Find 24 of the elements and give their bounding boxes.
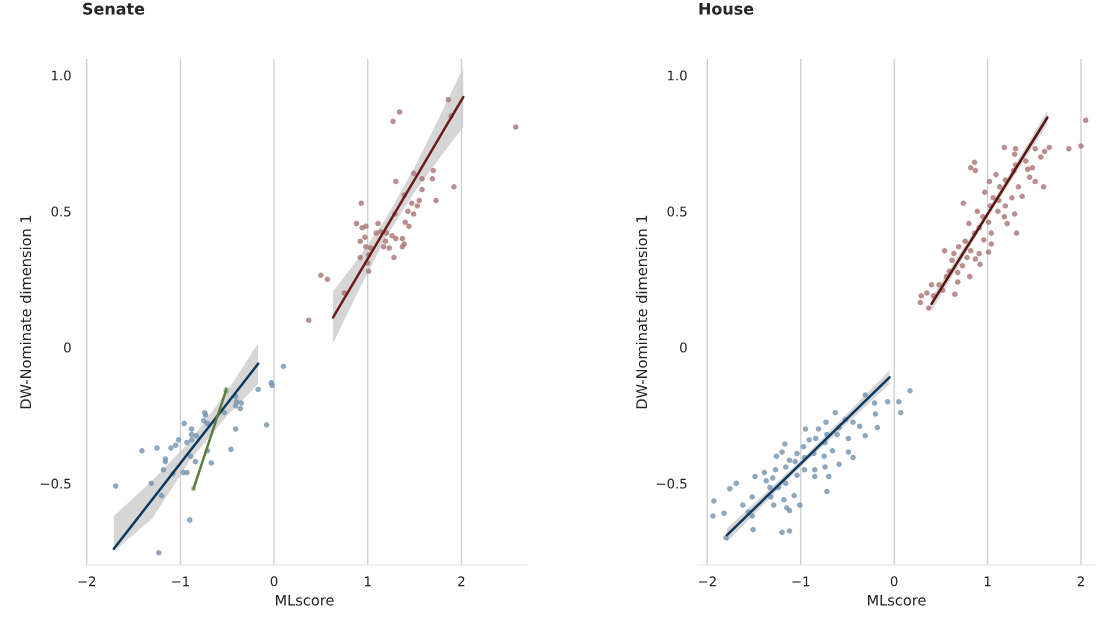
x-tick-label: 2 — [1077, 576, 1084, 587]
y-tick-label: 0 — [680, 342, 687, 353]
x-tick-label: −1 — [792, 576, 810, 587]
x-tick-label: −2 — [699, 576, 716, 587]
chart-title: Senate — [83, 2, 145, 15]
y-tick-label: 0 — [64, 342, 71, 353]
x-tick-label: 0 — [890, 576, 898, 587]
y-tick-label: −0.5 — [656, 478, 687, 489]
y-tick-label: 0.5 — [667, 206, 687, 217]
x-tick-label: −1 — [172, 576, 189, 587]
y-tick-label: −0.5 — [40, 478, 71, 489]
x-tick-label: 0 — [270, 576, 278, 587]
x-tick-label: 2 — [458, 576, 465, 587]
y-axis-title: DW-Nominate dimension 1 — [19, 215, 32, 409]
chart-title: House — [699, 2, 754, 15]
y-tick-label: 0.5 — [51, 206, 71, 217]
x-axis-title: MLscore — [867, 594, 926, 606]
x-axis-title: MLscore — [275, 594, 334, 606]
y-axis-title: DW-Nominate dimension 1 — [635, 215, 648, 409]
x-tick-label: 1 — [984, 576, 991, 587]
x-tick-label: 1 — [364, 576, 371, 587]
x-tick-label: −2 — [78, 576, 96, 587]
y-tick-label: 1.0 — [668, 70, 687, 81]
y-tick-label: 1.0 — [52, 70, 71, 81]
